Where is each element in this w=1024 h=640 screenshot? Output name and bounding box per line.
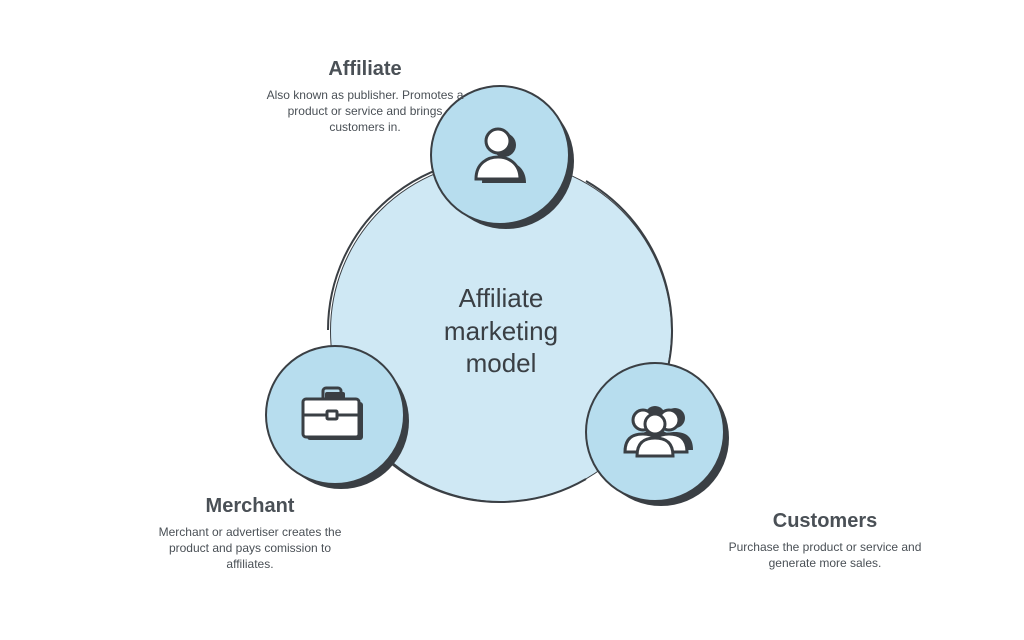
node-desc: Purchase the product or service and gene… [720,539,930,571]
node-title: Affiliate [260,58,470,81]
center-label: Affiliate marketing model [444,282,558,380]
node-desc: Also known as publisher. Promotes a prod… [260,87,470,136]
node-affiliate-text: Affiliate Also known as publisher. Promo… [260,58,470,136]
node-desc: Merchant or advertiser creates the produ… [150,524,350,573]
node-title: Merchant [150,495,350,518]
node-title: Customers [720,510,930,533]
node-customers-text: Customers Purchase the product or servic… [720,510,930,571]
group-icon [611,400,699,464]
diagram-canvas: Affiliate marketing model Affiliate Also… [0,0,1024,640]
node-bubble [585,362,725,502]
person-icon [468,123,532,187]
briefcase-icon [299,385,371,445]
node-merchant-text: Merchant Merchant or advertiser creates … [150,495,350,573]
node-bubble [265,345,405,485]
